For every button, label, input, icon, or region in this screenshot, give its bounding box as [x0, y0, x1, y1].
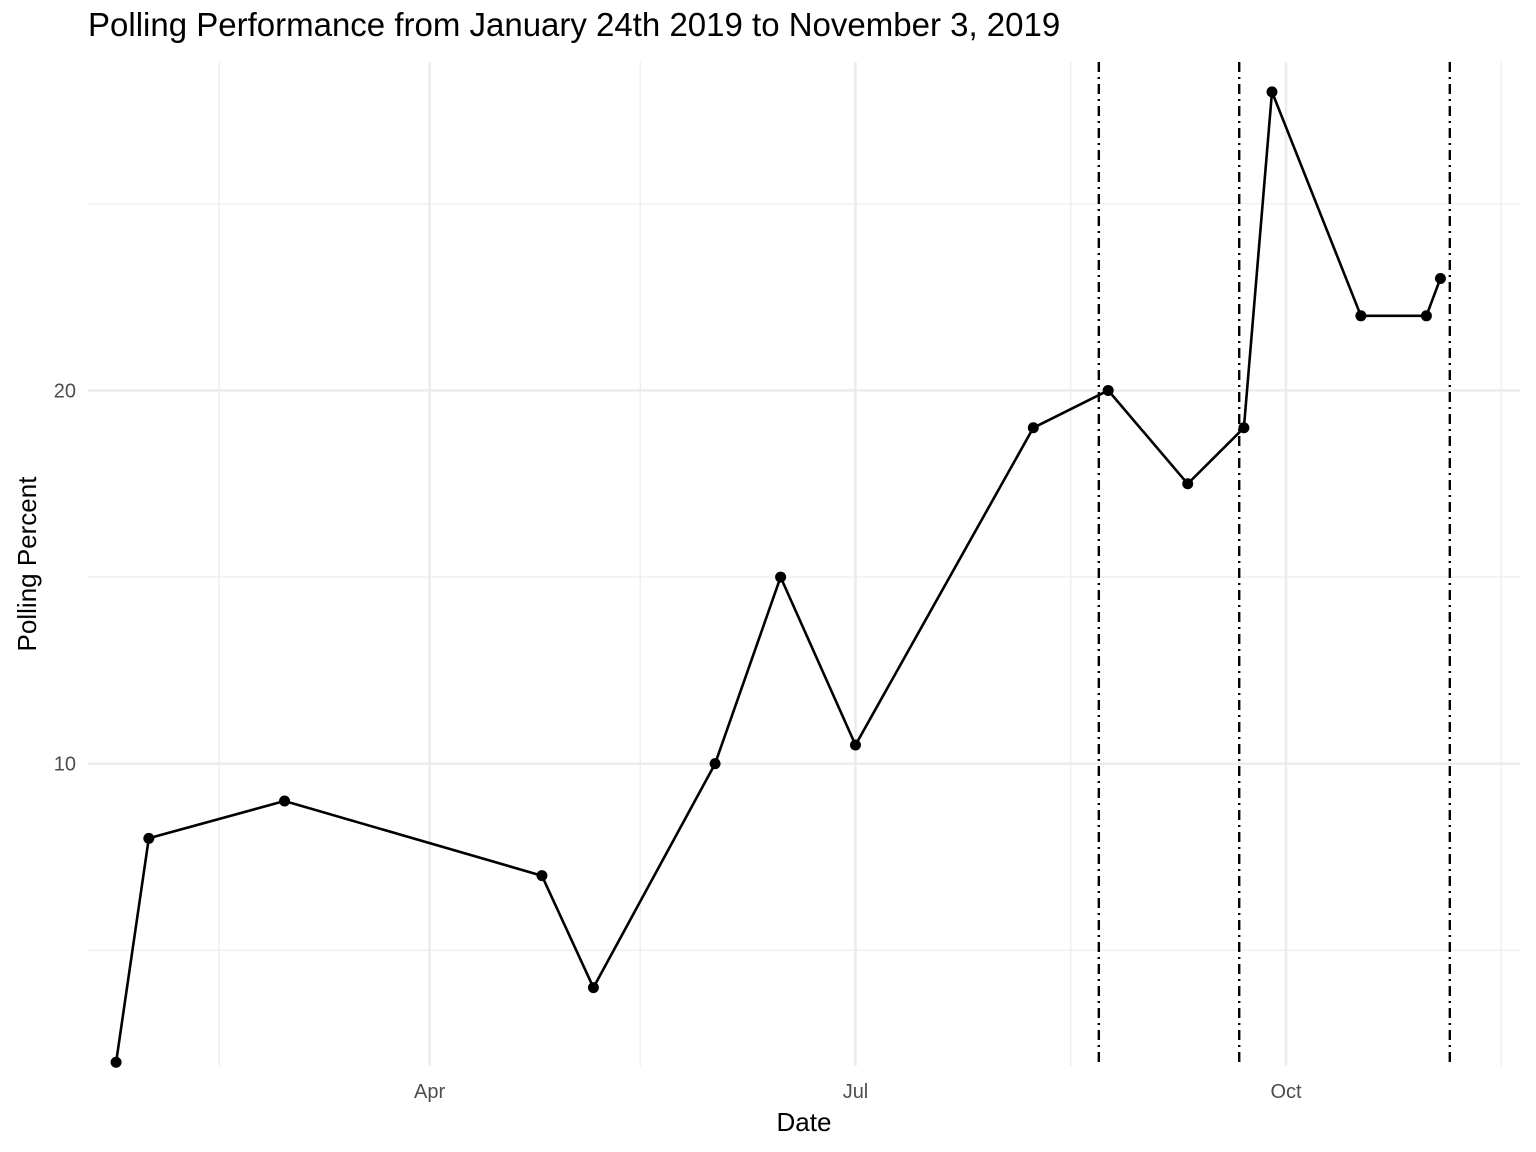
data-point — [1182, 478, 1194, 490]
data-point — [1434, 272, 1446, 284]
x-axis-title: Date — [777, 1107, 832, 1137]
data-point — [1266, 86, 1278, 98]
chart-title: Polling Performance from January 24th 20… — [88, 6, 1061, 43]
tick-labels: Apr Jul Oct 10 20 — [54, 380, 1302, 1103]
data-point — [849, 739, 861, 751]
data-point — [709, 758, 721, 770]
x-tick-label: Jul — [843, 1081, 869, 1103]
data-point — [775, 571, 787, 583]
y-axis-title: Polling Percent — [12, 476, 42, 652]
data-point — [1027, 422, 1039, 434]
series-layer — [110, 86, 1446, 1068]
data-point — [110, 1056, 122, 1068]
data-point — [1355, 310, 1367, 322]
series-line — [114, 90, 1442, 1063]
y-tick-label: 10 — [54, 754, 76, 776]
data-point — [1102, 384, 1114, 396]
data-point — [587, 982, 599, 994]
data-point — [1238, 422, 1250, 434]
data-point — [1420, 310, 1432, 322]
data-point — [279, 795, 291, 807]
x-tick-label: Apr — [414, 1081, 445, 1103]
event-lines — [1097, 62, 1452, 1066]
data-point — [536, 870, 548, 882]
x-tick-label: Oct — [1270, 1081, 1302, 1103]
y-tick-label: 20 — [54, 380, 76, 402]
minor-gridlines — [88, 62, 1520, 1066]
data-point — [143, 832, 155, 844]
major-gridlines — [88, 62, 1520, 1066]
